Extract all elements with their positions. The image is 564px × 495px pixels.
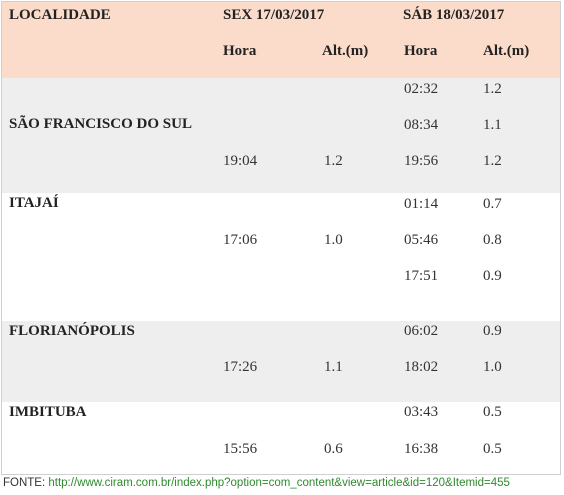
locality-name: FLORIANÓPOLIS — [9, 323, 135, 339]
table-header — [2, 2, 560, 78]
day1-hora: 17:26 — [223, 359, 258, 375]
day2-alt: 0.7 — [483, 196, 502, 212]
tide-table: LOCALIDADE SEX 17/03/2017 SÁB 18/03/2017… — [1, 1, 561, 475]
day2-alt: 1.1 — [483, 117, 502, 133]
source-label: FONTE: — [3, 477, 46, 489]
day2-hora: 18:02 — [404, 359, 439, 375]
row-band-sao-francisco — [2, 78, 560, 193]
header-day1-hora: Hora — [223, 43, 257, 59]
day2-alt: 0.9 — [483, 268, 502, 284]
row-band-itajai — [2, 193, 560, 321]
day1-hora: 19:04 — [223, 153, 258, 169]
row-band-imbituba — [2, 402, 560, 474]
day1-alt: 0.6 — [324, 441, 343, 457]
day2-hora: 19:56 — [404, 153, 439, 169]
day2-alt: 1.0 — [483, 359, 502, 375]
day2-alt: 0.9 — [483, 323, 502, 339]
source-line: FONTE: http://www.ciram.com.br/index.php… — [3, 477, 510, 489]
day2-hora: 17:51 — [404, 268, 439, 284]
header-day2-hora: Hora — [404, 43, 438, 59]
day2-hora: 06:02 — [404, 323, 439, 339]
day2-alt: 1.2 — [483, 153, 502, 169]
day1-hora: 15:56 — [223, 441, 258, 457]
locality-name: IMBITUBA — [9, 404, 87, 420]
day2-hora: 01:14 — [404, 196, 439, 212]
day1-alt: 1.0 — [324, 232, 343, 248]
locality-name: ITAJAÍ — [9, 195, 59, 211]
day1-alt: 1.2 — [324, 153, 343, 169]
day2-alt: 1.2 — [483, 81, 502, 97]
day2-hora: 16:38 — [404, 441, 439, 457]
header-day2-alt: Alt.(m) — [483, 43, 530, 59]
day2-hora: 03:43 — [404, 404, 439, 420]
day2-alt: 0.5 — [483, 404, 502, 420]
day2-alt: 0.5 — [483, 441, 502, 457]
header-day1-alt: Alt.(m) — [322, 43, 369, 59]
header-locality: LOCALIDADE — [9, 7, 111, 23]
header-day2: SÁB 18/03/2017 — [403, 7, 505, 23]
day2-alt: 0.8 — [483, 232, 502, 248]
day1-alt: 1.1 — [324, 359, 343, 375]
row-band-florianopolis — [2, 321, 560, 402]
source-url[interactable]: http://www.ciram.com.br/index.php?option… — [48, 477, 510, 489]
day2-hora: 05:46 — [404, 232, 439, 248]
day2-hora: 08:34 — [404, 117, 439, 133]
day2-hora: 02:32 — [404, 81, 439, 97]
header-day1: SEX 17/03/2017 — [223, 7, 325, 23]
locality-name: SÃO FRANCISCO DO SUL — [9, 116, 192, 132]
day1-hora: 17:06 — [223, 232, 258, 248]
